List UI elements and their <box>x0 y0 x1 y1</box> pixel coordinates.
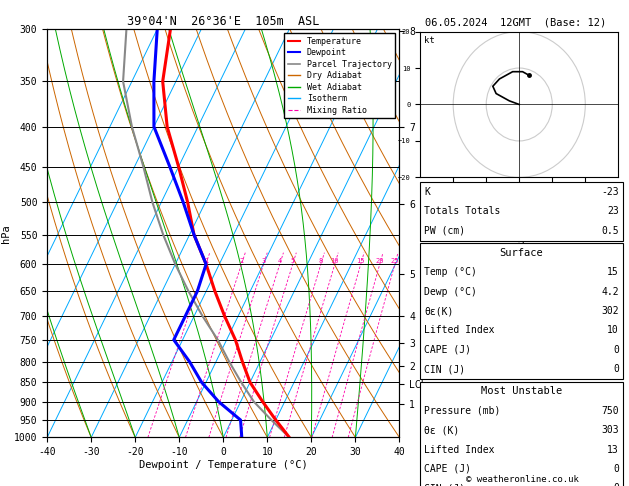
Text: CIN (J): CIN (J) <box>424 484 465 486</box>
Y-axis label: km
ASL: km ASL <box>437 223 455 244</box>
Text: Pressure (mb): Pressure (mb) <box>424 406 500 416</box>
Title: 39°04'N  26°36'E  105m  ASL: 39°04'N 26°36'E 105m ASL <box>127 15 320 28</box>
Text: 4: 4 <box>277 258 282 264</box>
Text: 15: 15 <box>357 258 365 264</box>
Text: 8: 8 <box>319 258 323 264</box>
Text: θε (K): θε (K) <box>424 425 459 435</box>
Text: Lifted Index: Lifted Index <box>424 445 494 454</box>
Text: PW (cm): PW (cm) <box>424 226 465 236</box>
Text: 2: 2 <box>240 258 243 264</box>
Text: 1: 1 <box>204 258 208 264</box>
Text: 0: 0 <box>613 345 619 355</box>
Text: 23: 23 <box>607 207 619 216</box>
Text: Dewp (°C): Dewp (°C) <box>424 287 477 296</box>
Text: CIN (J): CIN (J) <box>424 364 465 374</box>
Text: CAPE (J): CAPE (J) <box>424 345 471 355</box>
X-axis label: Dewpoint / Temperature (°C): Dewpoint / Temperature (°C) <box>139 460 308 470</box>
Text: 4.2: 4.2 <box>601 287 619 296</box>
Text: 750: 750 <box>601 406 619 416</box>
Text: Temp (°C): Temp (°C) <box>424 267 477 277</box>
Text: 20: 20 <box>376 258 384 264</box>
Legend: Temperature, Dewpoint, Parcel Trajectory, Dry Adiabat, Wet Adiabat, Isotherm, Mi: Temperature, Dewpoint, Parcel Trajectory… <box>284 34 395 118</box>
Text: 10: 10 <box>330 258 339 264</box>
Text: 10: 10 <box>607 326 619 335</box>
Text: Most Unstable: Most Unstable <box>481 386 562 396</box>
Text: θε(K): θε(K) <box>424 306 454 316</box>
Text: 0: 0 <box>613 484 619 486</box>
Text: 13: 13 <box>607 445 619 454</box>
Text: 3: 3 <box>262 258 265 264</box>
Text: 302: 302 <box>601 306 619 316</box>
Text: 0.5: 0.5 <box>601 226 619 236</box>
Text: 0: 0 <box>613 464 619 474</box>
Text: 15: 15 <box>607 267 619 277</box>
Text: Mixing Ratio (g/kg): Mixing Ratio (g/kg) <box>518 182 527 284</box>
Text: CAPE (J): CAPE (J) <box>424 464 471 474</box>
Text: Surface: Surface <box>499 248 543 258</box>
Text: 5: 5 <box>291 258 295 264</box>
Text: Totals Totals: Totals Totals <box>424 207 500 216</box>
Text: -23: -23 <box>601 187 619 197</box>
Text: © weatheronline.co.uk: © weatheronline.co.uk <box>465 474 579 484</box>
Y-axis label: hPa: hPa <box>1 224 11 243</box>
Text: K: K <box>424 187 430 197</box>
Text: Lifted Index: Lifted Index <box>424 326 494 335</box>
Text: kt: kt <box>424 36 435 45</box>
Text: 25: 25 <box>391 258 399 264</box>
Text: 06.05.2024  12GMT  (Base: 12): 06.05.2024 12GMT (Base: 12) <box>425 17 606 27</box>
Text: 303: 303 <box>601 425 619 435</box>
Text: 0: 0 <box>613 364 619 374</box>
